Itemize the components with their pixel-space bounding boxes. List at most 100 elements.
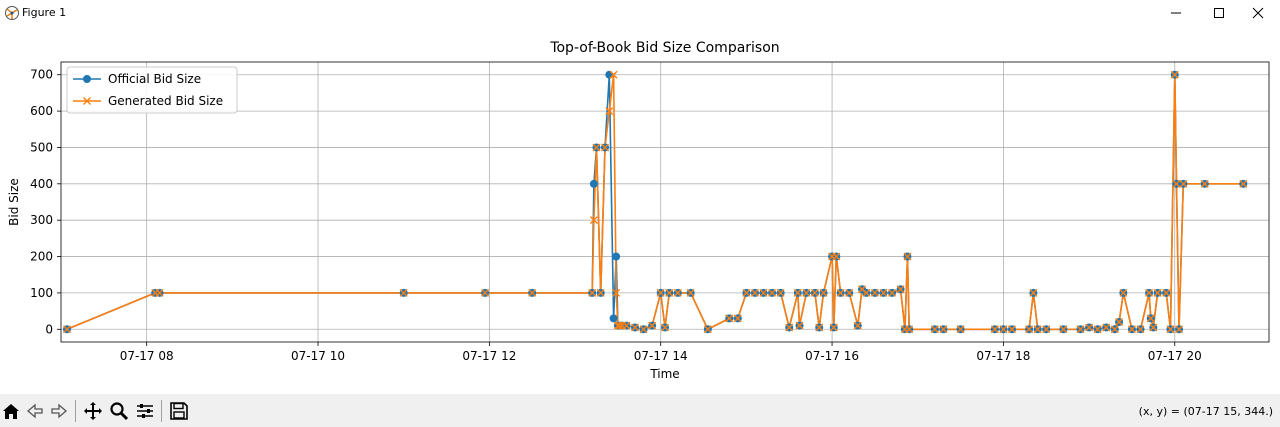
window-titlebar: Figure 1 bbox=[0, 0, 1280, 26]
legend-box bbox=[66, 66, 238, 114]
data-point-generated bbox=[1042, 325, 1051, 334]
data-point-generated bbox=[1175, 325, 1184, 334]
data-point-generated bbox=[1007, 325, 1016, 334]
data-point-generated bbox=[862, 288, 871, 297]
maximize-button[interactable] bbox=[1197, 0, 1241, 26]
data-point-generated bbox=[836, 288, 845, 297]
maximize-icon bbox=[1214, 8, 1224, 18]
data-point-generated bbox=[648, 321, 657, 330]
x-tick-label: 07-17 20 bbox=[1148, 349, 1202, 363]
data-point-official bbox=[589, 179, 598, 188]
data-point-generated bbox=[1145, 288, 1154, 297]
data-point-generated bbox=[399, 288, 408, 297]
save-button[interactable] bbox=[168, 400, 190, 422]
y-tick-label: 0 bbox=[45, 322, 53, 336]
data-point-generated bbox=[742, 288, 751, 297]
data-point-generated bbox=[819, 288, 828, 297]
legend-marker-generated bbox=[83, 97, 91, 105]
configure-icon bbox=[137, 404, 153, 418]
x-tick-label: 07-17 18 bbox=[976, 349, 1030, 363]
data-point-generated bbox=[939, 325, 948, 334]
data-point-official bbox=[612, 252, 621, 261]
y-tick-label: 500 bbox=[30, 140, 53, 154]
x-tick-label: 07-17 08 bbox=[120, 349, 174, 363]
close-button[interactable] bbox=[1236, 0, 1280, 26]
data-point-generated bbox=[1172, 179, 1181, 188]
data-point-generated bbox=[785, 323, 794, 332]
data-point-generated bbox=[1149, 323, 1158, 332]
toolbar-separator bbox=[161, 400, 162, 422]
data-point-generated bbox=[605, 107, 614, 116]
chart: 07-17 08 07-17 10 07-17 12 07-17 14 07-17 16… bbox=[7, 40, 1270, 381]
data-point-generated bbox=[832, 252, 841, 261]
x-tick-label: 07-17 12 bbox=[462, 349, 516, 363]
data-point-generated bbox=[609, 70, 618, 79]
y-tick-label: 700 bbox=[30, 68, 53, 82]
data-point-generated bbox=[1093, 325, 1102, 334]
legend-label: Generated Bid Size bbox=[108, 94, 223, 108]
data-point-generated bbox=[1085, 323, 1094, 332]
pan-button[interactable] bbox=[82, 400, 104, 422]
data-point-generated bbox=[810, 288, 819, 297]
data-point-generated bbox=[1239, 179, 1248, 188]
data-point-generated bbox=[1029, 288, 1038, 297]
data-point-generated bbox=[601, 143, 610, 152]
forward-button[interactable] bbox=[48, 400, 70, 422]
data-point-generated bbox=[733, 314, 742, 323]
data-point-generated bbox=[673, 288, 682, 297]
data-point-generated bbox=[656, 288, 665, 297]
minimize-icon bbox=[1171, 12, 1181, 14]
forward-icon bbox=[51, 403, 67, 419]
x-axis-label: Time bbox=[649, 367, 679, 381]
plot-area bbox=[61, 62, 1269, 342]
data-point-generated bbox=[1115, 318, 1124, 326]
data-point-generated bbox=[612, 288, 621, 297]
figure-canvas[interactable]: 07-17 08 07-17 10 07-17 12 07-17 14 07-17 16… bbox=[0, 26, 1280, 394]
minimize-button[interactable] bbox=[1154, 0, 1198, 26]
data-point-official bbox=[609, 314, 618, 323]
data-point-generated bbox=[1033, 325, 1042, 334]
data-point-generated bbox=[63, 325, 71, 334]
data-point-generated bbox=[1102, 323, 1111, 332]
matplotlib-app-icon bbox=[5, 6, 19, 20]
data-point-generated bbox=[155, 288, 164, 297]
data-point-generated bbox=[665, 288, 674, 297]
data-point-generated bbox=[631, 323, 640, 332]
data-point-generated bbox=[1059, 325, 1068, 334]
y-tick-label: 200 bbox=[30, 250, 53, 264]
home-button[interactable] bbox=[0, 400, 22, 422]
y-tick-label: 600 bbox=[30, 104, 53, 118]
configure-subplots-button[interactable] bbox=[134, 400, 156, 422]
data-point-generated bbox=[815, 323, 824, 332]
data-point-generated bbox=[1162, 288, 1171, 297]
data-point-generated bbox=[1200, 179, 1209, 188]
data-point-generated bbox=[896, 285, 905, 294]
data-point-generated bbox=[759, 288, 768, 297]
data-point-generated bbox=[879, 288, 888, 297]
navigation-toolbar: (x, y) = (07-17 15, 344.) bbox=[0, 394, 1280, 427]
legend-marker-official bbox=[83, 75, 91, 83]
data-point-generated bbox=[903, 252, 912, 261]
data-point-generated bbox=[1136, 325, 1145, 334]
back-button[interactable] bbox=[24, 400, 46, 422]
data-point-generated bbox=[592, 143, 601, 152]
data-point-generated bbox=[703, 325, 712, 334]
data-point-generated bbox=[768, 288, 777, 297]
x-tick-label: 07-17 14 bbox=[634, 349, 688, 363]
data-point-generated bbox=[795, 321, 804, 330]
data-point-generated bbox=[956, 325, 965, 334]
data-point-generated bbox=[1076, 325, 1085, 334]
data-point-generated bbox=[853, 321, 862, 330]
axes-frame bbox=[60, 61, 1270, 343]
data-point-generated bbox=[1153, 288, 1162, 297]
save-icon bbox=[170, 402, 188, 420]
toolbar-separator bbox=[75, 400, 76, 422]
data-point-generated bbox=[1127, 325, 1136, 334]
data-point-generated bbox=[615, 321, 624, 330]
x-tick-label: 07-17 16 bbox=[805, 349, 859, 363]
data-point-generated bbox=[528, 288, 537, 297]
zoom-button[interactable] bbox=[108, 400, 130, 422]
data-point-generated bbox=[1110, 325, 1119, 334]
data-point-generated bbox=[750, 288, 759, 297]
data-point-generated bbox=[845, 288, 854, 297]
